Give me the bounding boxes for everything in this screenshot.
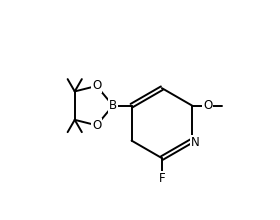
Text: F: F: [158, 172, 165, 185]
Text: B: B: [109, 99, 117, 112]
Text: O: O: [203, 99, 213, 112]
Text: O: O: [92, 79, 101, 92]
Text: O: O: [92, 119, 101, 132]
Text: N: N: [191, 136, 200, 149]
